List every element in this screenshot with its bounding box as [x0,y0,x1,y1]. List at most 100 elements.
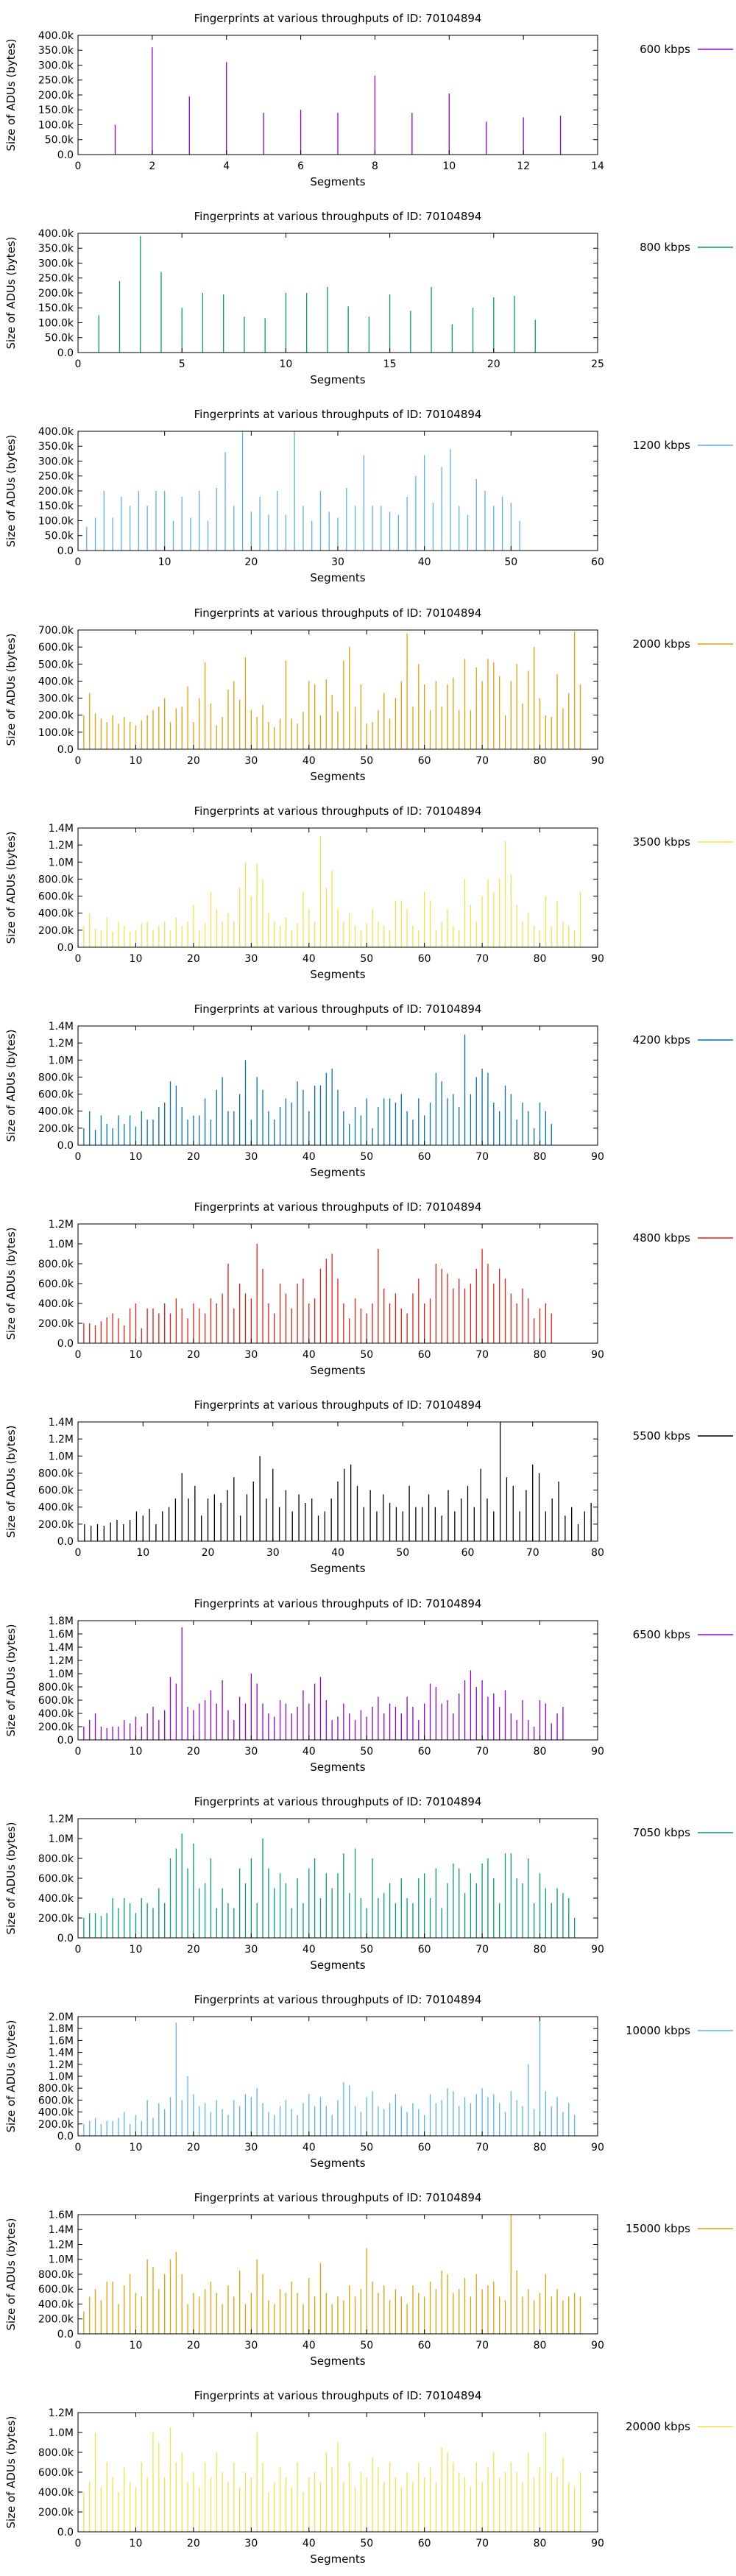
y-axis-label: Size of ADUs (bytes) [4,2416,18,2529]
y-tick-label: 0.0 [57,149,74,161]
x-axis-label: Segments [310,770,365,783]
y-tick-label: 0.0 [57,2527,74,2538]
x-tick-label: 70 [475,953,489,965]
x-tick-label: 30 [244,1944,258,1956]
x-tick-label: 70 [475,2538,489,2550]
x-tick-label: 20 [187,1151,200,1163]
y-axis-label: Size of ADUs (bytes) [4,1228,18,1340]
x-tick-label: 40 [302,2340,316,2352]
x-tick-label: 40 [302,1746,316,1758]
y-tick-label: 800.0k [38,1682,74,1694]
x-tick-label: 4 [223,160,230,172]
x-tick-label: 60 [418,1349,431,1361]
y-tick-label: 1.2M [49,1814,74,1825]
y-tick-label: 200.0k [38,486,74,498]
y-tick-label: 1.4M [49,1021,74,1033]
x-tick-label: 40 [302,1944,316,1956]
y-tick-label: 400.0k [38,2487,74,2499]
y-tick-label: 1.2M [49,1434,74,1446]
x-tick-label: 30 [244,2340,258,2352]
x-axis-label: Segments [310,175,365,188]
y-tick-label: 800.0k [38,1468,74,1480]
y-tick-label: 1.2M [49,840,74,852]
legend-label: 800 kbps [640,241,690,254]
y-tick-label: 500.0k [38,659,74,670]
x-tick-label: 25 [591,358,604,370]
x-tick-label: 0 [75,556,82,568]
x-axis-label: Segments [310,2156,365,2170]
y-tick-label: 200.0k [38,1913,74,1925]
x-tick-label: 60 [461,1547,475,1559]
legend-label: 1200 kbps [633,439,691,452]
x-tick-label: 20 [187,1944,200,1956]
x-tick-label: 40 [302,2142,316,2154]
y-tick-label: 50.0k [45,531,74,542]
x-tick-label: 80 [591,1547,604,1559]
x-axis-label: Segments [310,968,365,981]
chart-title: Fingerprints at various throughputs of I… [194,210,482,223]
x-tick-label: 40 [302,2538,316,2550]
x-tick-label: 70 [475,1349,489,1361]
y-tick-label: 200.0k [38,2314,74,2326]
x-axis-label: Segments [310,1364,365,1377]
y-tick-label: 600.0k [38,642,74,654]
x-tick-label: 80 [534,1746,547,1758]
x-tick-label: 30 [244,1746,258,1758]
x-axis-label: Segments [310,2552,365,2566]
x-tick-label: 30 [266,1547,280,1559]
y-tick-label: 800.0k [38,2269,74,2281]
y-tick-label: 400.0k [38,30,74,42]
x-tick-label: 80 [534,2340,547,2352]
y-tick-label: 300.0k [38,456,74,468]
y-tick-label: 1.4M [49,1642,74,1654]
chart-panel: Fingerprints at various throughputs of I… [4,12,733,188]
y-tick-label: 1.0M [49,857,74,868]
y-tick-label: 1.0M [49,1833,74,1845]
x-tick-label: 90 [591,2142,604,2154]
x-tick-label: 30 [244,1349,258,1361]
x-tick-label: 10 [130,1349,143,1361]
legend-label: 2000 kbps [633,637,691,651]
x-tick-label: 6 [297,160,304,172]
x-tick-label: 70 [475,2340,489,2352]
x-tick-label: 15 [383,358,397,370]
x-tick-label: 0 [75,358,82,370]
x-tick-label: 10 [130,953,143,965]
y-tick-label: 1.2M [49,1038,74,1050]
y-axis-label: Size of ADUs (bytes) [4,831,18,944]
x-tick-label: 50 [504,556,517,568]
y-tick-label: 0.0 [57,545,74,557]
x-tick-label: 0 [75,2340,82,2352]
y-tick-label: 400.0k [38,676,74,687]
y-axis-label: Size of ADUs (bytes) [4,633,18,746]
y-tick-label: 100.0k [38,318,74,330]
y-axis-label: Size of ADUs (bytes) [4,2218,18,2331]
x-tick-label: 50 [360,1746,373,1758]
x-tick-label: 30 [244,2538,258,2550]
x-tick-label: 50 [396,1547,409,1559]
x-tick-label: 50 [360,2340,373,2352]
y-tick-label: 1.4M [49,1417,74,1429]
y-tick-label: 0.0 [57,942,74,954]
x-tick-label: 60 [591,556,604,568]
y-tick-label: 600.0k [38,1089,74,1101]
y-tick-label: 400.0k [38,908,74,920]
legend-label: 10000 kbps [626,2024,690,2037]
y-tick-label: 400.0k [38,426,74,438]
y-tick-label: 0.0 [57,1140,74,1152]
y-tick-label: 50.0k [45,135,74,146]
chart-title: Fingerprints at various throughputs of I… [194,2389,482,2402]
x-tick-label: 90 [591,953,604,965]
legend-label: 7050 kbps [633,1826,691,1839]
plot-frame [77,1620,598,1741]
x-tick-label: 60 [418,2340,431,2352]
x-tick-label: 0 [75,1547,82,1559]
legend-label: 600 kbps [640,43,690,56]
chart-title: Fingerprints at various throughputs of I… [194,408,482,421]
y-tick-label: 1.0M [49,1239,74,1250]
y-axis-label: Size of ADUs (bytes) [4,1822,18,1934]
y-tick-label: 700.0k [38,625,74,637]
x-tick-label: 10 [130,2538,143,2550]
y-tick-label: 1.2M [49,2407,74,2419]
